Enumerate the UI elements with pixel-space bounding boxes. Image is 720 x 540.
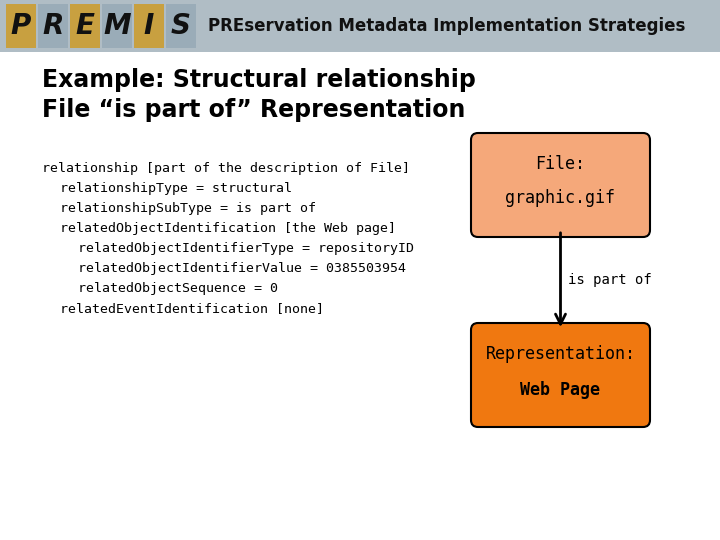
- Text: File “is part of” Representation: File “is part of” Representation: [42, 98, 465, 122]
- Text: relatedObjectSequence = 0: relatedObjectSequence = 0: [78, 282, 278, 295]
- FancyBboxPatch shape: [471, 133, 650, 237]
- Text: is part of: is part of: [569, 273, 652, 287]
- Text: S: S: [171, 12, 191, 40]
- Bar: [102, 4, 132, 48]
- Bar: [38, 4, 68, 48]
- Text: relatedObjectIdentifierType = repositoryID: relatedObjectIdentifierType = repository…: [78, 242, 414, 255]
- Bar: [134, 4, 164, 48]
- Bar: [6, 4, 36, 48]
- Bar: [166, 4, 196, 48]
- Text: relatedObjectIdentifierValue = 0385503954: relatedObjectIdentifierValue = 038550395…: [78, 262, 406, 275]
- Text: R: R: [42, 12, 63, 40]
- Bar: [70, 4, 100, 48]
- Text: relationshipType = structural: relationshipType = structural: [60, 182, 292, 195]
- Text: File:: File:: [536, 155, 585, 173]
- Text: P: P: [11, 12, 31, 40]
- Text: Representation:: Representation:: [485, 345, 636, 363]
- Bar: [0, 0, 720, 52]
- Text: Web Page: Web Page: [521, 381, 600, 399]
- Text: relationshipSubType = is part of: relationshipSubType = is part of: [60, 202, 316, 215]
- Text: Example: Structural relationship: Example: Structural relationship: [42, 68, 476, 92]
- Text: relatedEventIdentification [none]: relatedEventIdentification [none]: [60, 302, 324, 315]
- Text: relationship [part of the description of File]: relationship [part of the description of…: [42, 162, 410, 175]
- Text: M: M: [103, 12, 131, 40]
- Text: graphic.gif: graphic.gif: [505, 189, 616, 207]
- Text: E: E: [76, 12, 94, 40]
- Text: I: I: [144, 12, 154, 40]
- Text: PREservation Metadata Implementation Strategies: PREservation Metadata Implementation Str…: [208, 17, 685, 35]
- Text: relatedObjectIdentification [the Web page]: relatedObjectIdentification [the Web pag…: [60, 222, 396, 235]
- FancyBboxPatch shape: [471, 323, 650, 427]
